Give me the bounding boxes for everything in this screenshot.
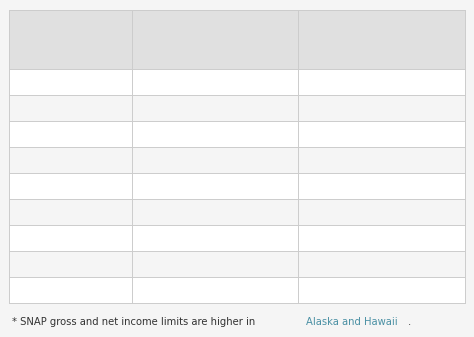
- Text: $2,720: $2,720: [138, 155, 177, 165]
- Text: $2,092: $2,092: [304, 155, 343, 165]
- Text: * SNAP gross and net income limits are higher in: * SNAP gross and net income limits are h…: [12, 317, 258, 327]
- Text: $3,656: $3,656: [138, 207, 176, 217]
- Text: 5: 5: [15, 181, 22, 191]
- Text: 3: 3: [15, 129, 22, 139]
- Text: $2,812: $2,812: [304, 207, 343, 217]
- Text: $3,532: $3,532: [304, 259, 343, 269]
- Text: +$468: +$468: [138, 285, 176, 295]
- Text: $4,592: $4,592: [138, 259, 177, 269]
- Text: 2: 2: [15, 103, 22, 113]
- Text: $1,316: $1,316: [138, 77, 176, 87]
- Text: $1,732: $1,732: [304, 129, 343, 139]
- Text: +$360: +$360: [304, 285, 341, 295]
- Text: $2,452: $2,452: [304, 181, 343, 191]
- Text: .: .: [408, 317, 411, 327]
- Text: $ 1,012: $ 1,012: [304, 77, 346, 87]
- Text: 7: 7: [15, 233, 22, 243]
- Text: $1,784: $1,784: [138, 103, 177, 113]
- Text: $2,252: $2,252: [138, 129, 177, 139]
- Text: Net monthly income

(100 percent of poverty): Net monthly income (100 percent of pover…: [304, 21, 458, 59]
- Text: Alaska and Hawaii: Alaska and Hawaii: [306, 317, 398, 327]
- Text: $3,172: $3,172: [304, 233, 343, 243]
- Text: 8: 8: [15, 259, 22, 269]
- Text: Household Size: Household Size: [15, 35, 110, 44]
- Text: Each additional
member: Each additional member: [15, 279, 101, 302]
- Text: 1: 1: [15, 77, 22, 87]
- Text: 6: 6: [15, 207, 22, 217]
- Text: $4,124: $4,124: [138, 233, 177, 243]
- Text: 4: 4: [15, 155, 22, 165]
- Text: Gross monthly income

(130 percent of poverty): Gross monthly income (130 percent of pov…: [138, 21, 292, 59]
- Text: $1,372: $1,372: [304, 103, 343, 113]
- Text: $3,188: $3,188: [138, 181, 177, 191]
